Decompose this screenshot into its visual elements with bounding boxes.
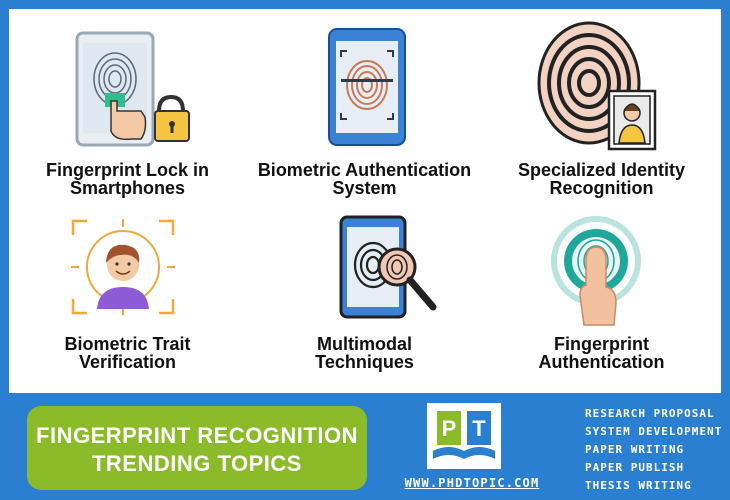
topic-label-5: Multimodal Techniques	[246, 335, 483, 371]
topic-2-line1: Biometric Authentication	[257, 160, 472, 180]
phone-magnifier-fingerprint-icon	[339, 215, 439, 321]
topic-5-line1: Multimodal	[317, 334, 412, 354]
topic-label-6: Fingerprint Authentication	[483, 335, 720, 371]
topic-3-line1: Specialized Identity	[517, 160, 686, 180]
service-item: RESEARCH PROPOSAL	[585, 407, 715, 420]
banner-line1: FINGERPRINT RECOGNITION	[36, 423, 358, 448]
topic-1-line1: Fingerprint Lock in	[45, 160, 209, 180]
phone-fingerprint-scan-icon	[327, 27, 407, 147]
logo-letter-t: T	[472, 416, 486, 441]
topic-1-line2: Smartphones	[69, 178, 186, 198]
services-list: RESEARCH PROPOSAL SYSTEM DEVELOPMENT PAP…	[585, 405, 725, 495]
topic-2-line2: System	[332, 178, 397, 198]
topic-label-3: Specialized Identity Recognition	[483, 161, 720, 197]
topic-label-4: Biometric Trait Verification	[9, 335, 246, 371]
topic-6-line1: Fingerprint	[554, 334, 649, 354]
website-link[interactable]: WWW.PHDTOPIC.COM	[404, 476, 540, 490]
topic-6-line2: Authentication	[538, 352, 665, 372]
face-scan-icon	[71, 219, 175, 315]
service-item: SYSTEM DEVELOPMENT	[585, 425, 723, 438]
service-item: PAPER PUBLISH	[585, 461, 685, 474]
phdtopic-logo: P T	[427, 403, 501, 469]
title-banner: FINGERPRINT RECOGNITION TRENDING TOPICS	[27, 406, 367, 490]
topic-5-line2: Techniques	[315, 352, 414, 372]
service-item: THESIS WRITING	[585, 479, 692, 492]
topic-label-2: Biometric Authentication System	[246, 161, 483, 197]
topic-label-1: Fingerprint Lock in Smartphones	[9, 161, 246, 197]
banner-line2: TRENDING TOPICS	[91, 451, 302, 476]
topic-3-line2: Recognition	[549, 178, 654, 198]
smartphone-fingerprint-lock-icon	[75, 31, 195, 149]
topic-4-line2: Verification	[78, 352, 177, 372]
service-item: PAPER WRITING	[585, 443, 685, 456]
finger-touch-sensor-icon	[550, 215, 642, 327]
topics-panel: Fingerprint Lock in Smartphones Biometri…	[9, 9, 721, 393]
logo-letter-p: P	[442, 416, 457, 441]
topic-4-line1: Biometric Trait	[64, 334, 191, 354]
fingerprint-id-card-icon	[537, 21, 667, 151]
